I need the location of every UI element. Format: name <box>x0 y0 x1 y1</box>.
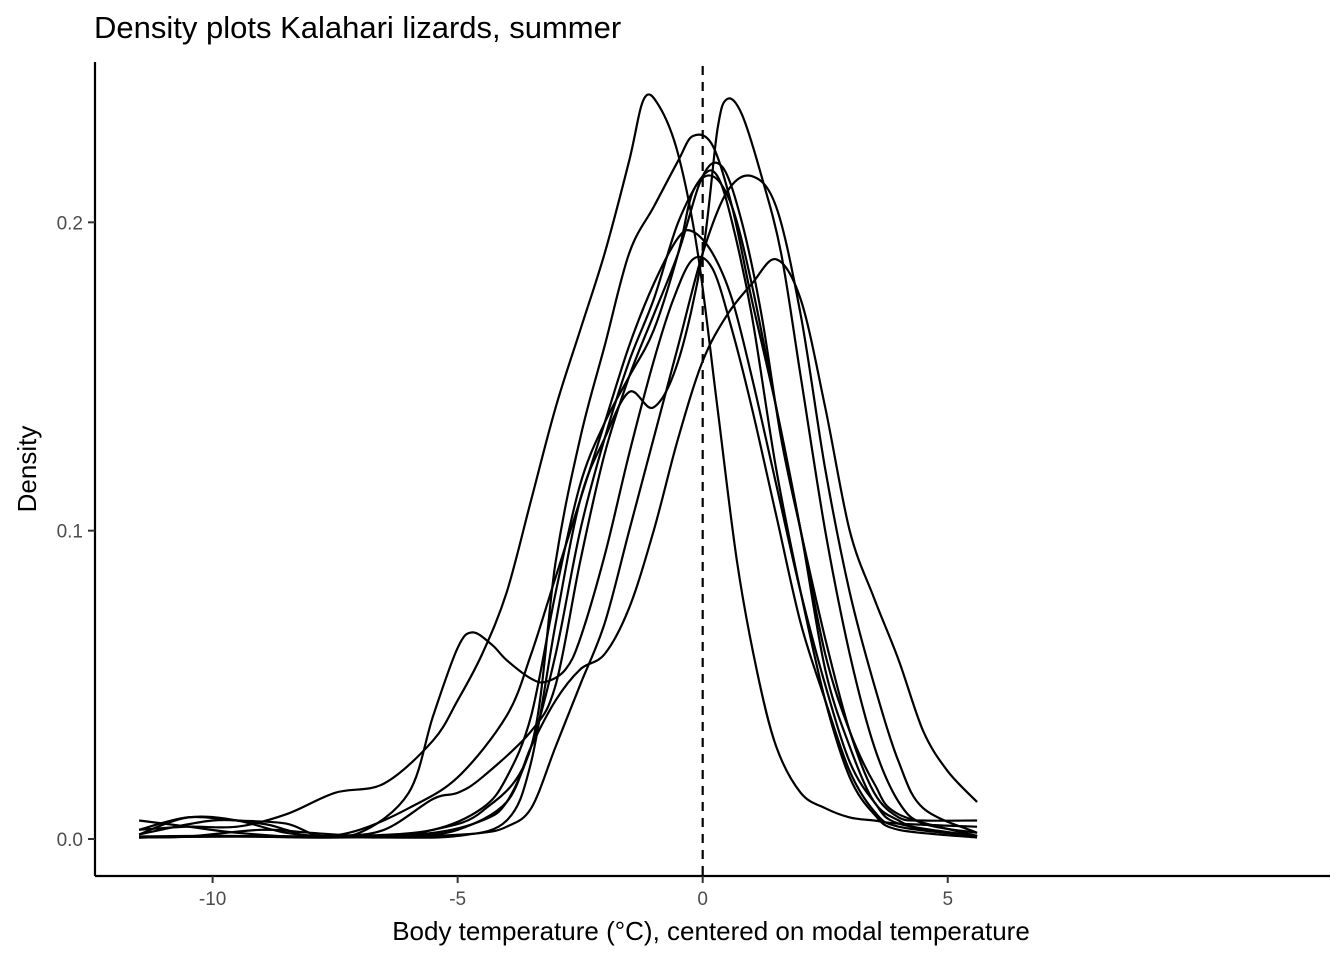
y-tick-label: 0.2 <box>57 213 83 234</box>
density-curve-9 <box>138 255 978 839</box>
density-curve-8 <box>138 228 978 838</box>
y-tick-label: 0.1 <box>57 522 83 543</box>
y-axis-title: Density <box>12 426 42 513</box>
density-curves <box>138 93 978 839</box>
density-curve-4 <box>138 161 978 838</box>
density-curve-7 <box>139 174 978 838</box>
density-curve-5 <box>139 174 978 839</box>
density-curve-1 <box>138 133 978 839</box>
x-axis-ticks: -10 -5 0 5 <box>199 876 953 910</box>
x-tick-label: -5 <box>449 889 466 910</box>
x-axis-title: Body temperature (°C), centered on modal… <box>392 916 1030 946</box>
density-curve-10 <box>139 93 978 831</box>
density-curve-6 <box>139 258 978 839</box>
x-tick-label: -10 <box>199 889 226 910</box>
x-tick-label: 0 <box>697 889 708 910</box>
y-tick-label: 0.0 <box>57 830 83 851</box>
density-curve-3 <box>139 169 978 839</box>
density-curve-2 <box>139 97 978 839</box>
chart-title: Density plots Kalahari lizards, summer <box>94 10 621 45</box>
y-axis-ticks: 0.0 0.1 0.2 <box>57 213 95 851</box>
x-tick-label: 5 <box>942 889 953 910</box>
